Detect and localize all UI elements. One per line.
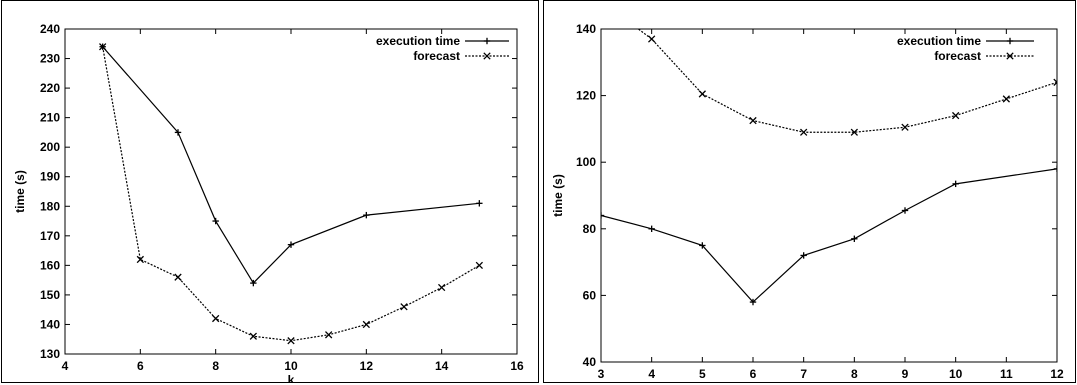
data-point-execution-time bbox=[1053, 165, 1057, 173]
data-point-execution-time bbox=[800, 252, 807, 259]
y-tick-label: 40 bbox=[583, 355, 597, 369]
x-axis-title: k bbox=[288, 373, 295, 382]
data-point-forecast bbox=[325, 331, 333, 339]
y-tick-label: 230 bbox=[40, 52, 60, 66]
legend-label: forecast bbox=[934, 49, 981, 63]
legend-label: execution time bbox=[897, 34, 981, 48]
x-tick-label: 3 bbox=[598, 367, 605, 381]
data-point-execution-time bbox=[212, 217, 219, 225]
x-tick-label: 14 bbox=[435, 359, 449, 373]
data-point-forecast bbox=[99, 43, 107, 51]
legend-label: forecast bbox=[413, 49, 460, 63]
data-point-execution-time bbox=[952, 180, 959, 188]
data-point-forecast bbox=[136, 255, 144, 264]
y-tick-label: 240 bbox=[40, 22, 60, 36]
legend-label: execution time bbox=[376, 34, 460, 48]
x-tick-label: 16 bbox=[510, 359, 524, 373]
data-point-execution-time bbox=[648, 225, 655, 232]
data-point-execution-time bbox=[749, 298, 757, 306]
data-point-execution-time bbox=[699, 242, 706, 249]
y-tick-label: 100 bbox=[576, 155, 596, 169]
x-tick-label: 6 bbox=[137, 359, 144, 373]
y-tick-label: 80 bbox=[583, 222, 597, 236]
y-axis-title: time (s) bbox=[551, 174, 565, 217]
series-line-forecast bbox=[637, 29, 1057, 133]
y-tick-label: 220 bbox=[40, 81, 60, 95]
data-point-execution-time bbox=[476, 200, 483, 207]
y-tick-label: 160 bbox=[40, 258, 60, 272]
y-tick-label: 210 bbox=[40, 111, 60, 125]
data-point-forecast bbox=[400, 303, 408, 311]
data-point-forecast bbox=[1002, 95, 1010, 103]
data-point-execution-time bbox=[901, 207, 909, 214]
x-tick-label: 12 bbox=[360, 359, 374, 373]
data-point-forecast bbox=[952, 111, 960, 120]
x-tick-label: 9 bbox=[902, 367, 909, 381]
data-point-forecast bbox=[1053, 78, 1057, 86]
x-tick-label: 11 bbox=[1000, 367, 1013, 381]
x-tick-label: 10 bbox=[284, 359, 298, 373]
data-point-forecast bbox=[613, 9, 619, 15]
data-point-execution-time bbox=[601, 212, 605, 219]
data-point-forecast bbox=[287, 337, 295, 345]
plot-frame bbox=[64, 28, 518, 355]
x-tick-label: 4 bbox=[648, 367, 655, 381]
data-point-forecast bbox=[800, 128, 808, 136]
data-point-execution-time bbox=[363, 211, 370, 219]
x-tick-label: 8 bbox=[212, 359, 219, 373]
plot-area bbox=[99, 43, 483, 345]
plot-frame bbox=[600, 28, 1058, 363]
y-tick-label: 200 bbox=[40, 140, 60, 154]
data-point-forecast bbox=[362, 320, 370, 329]
data-point-forecast bbox=[648, 35, 656, 43]
y-tick-label: 120 bbox=[576, 89, 596, 103]
y-tick-label: 130 bbox=[40, 347, 60, 361]
x-axis-title: k bbox=[826, 381, 833, 382]
plot-area bbox=[601, 9, 1057, 306]
x-tick-label: 8 bbox=[851, 367, 858, 381]
data-point-forecast bbox=[901, 123, 909, 131]
data-point-forecast bbox=[249, 332, 257, 340]
data-point-execution-time bbox=[287, 241, 295, 248]
y-tick-label: 180 bbox=[40, 199, 60, 213]
data-point-forecast bbox=[174, 273, 182, 281]
y-tick-label: 150 bbox=[40, 288, 60, 302]
legend-marker bbox=[483, 37, 491, 45]
legend-marker bbox=[1006, 52, 1014, 60]
data-point-execution-time bbox=[250, 279, 257, 287]
data-point-forecast bbox=[749, 116, 757, 125]
x-tick-label: 4 bbox=[62, 359, 69, 373]
data-point-execution-time bbox=[851, 235, 858, 242]
data-point-execution-time bbox=[174, 129, 182, 136]
y-tick-label: 170 bbox=[40, 229, 60, 243]
x-tick-label: 6 bbox=[750, 367, 757, 381]
data-point-forecast bbox=[698, 90, 706, 98]
data-point-forecast bbox=[850, 128, 858, 136]
y-axis-title: time (s) bbox=[13, 170, 27, 213]
chart-left-svg: 4 6 8 10 12 14 16 130 140 150 160 170 180 190 200 210 22… bbox=[13, 22, 524, 382]
data-point-forecast bbox=[212, 314, 220, 323]
legend-marker bbox=[1006, 37, 1014, 45]
x-tick-label: 5 bbox=[699, 367, 706, 381]
y-tick-label: 190 bbox=[40, 170, 60, 184]
series-line-execution-time bbox=[601, 168, 1057, 303]
x-tick-label: 7 bbox=[800, 367, 807, 381]
data-point-forecast bbox=[438, 283, 446, 292]
chart-right-svg: 3 4 5 6 7 8 9 10 11 12 40 60 80 100 120 140 k time (s) exe… bbox=[551, 9, 1064, 382]
series-line-forecast bbox=[102, 46, 480, 342]
y-tick-label: 140 bbox=[40, 317, 60, 331]
chart-panel-right: 3 4 5 6 7 8 9 10 11 12 40 60 80 100 120 140 k time (s) exe… bbox=[543, 0, 1076, 383]
y-tick-label: 140 bbox=[576, 22, 596, 36]
x-tick-label: 12 bbox=[1050, 367, 1064, 381]
legend-marker bbox=[483, 52, 491, 60]
data-point-forecast bbox=[475, 261, 483, 270]
chart-panel-left: 4 6 8 10 12 14 16 130 140 150 160 170 180 190 200 210 22… bbox=[1, 0, 539, 383]
y-tick-label: 60 bbox=[583, 288, 597, 302]
x-tick-label: 10 bbox=[949, 367, 963, 381]
